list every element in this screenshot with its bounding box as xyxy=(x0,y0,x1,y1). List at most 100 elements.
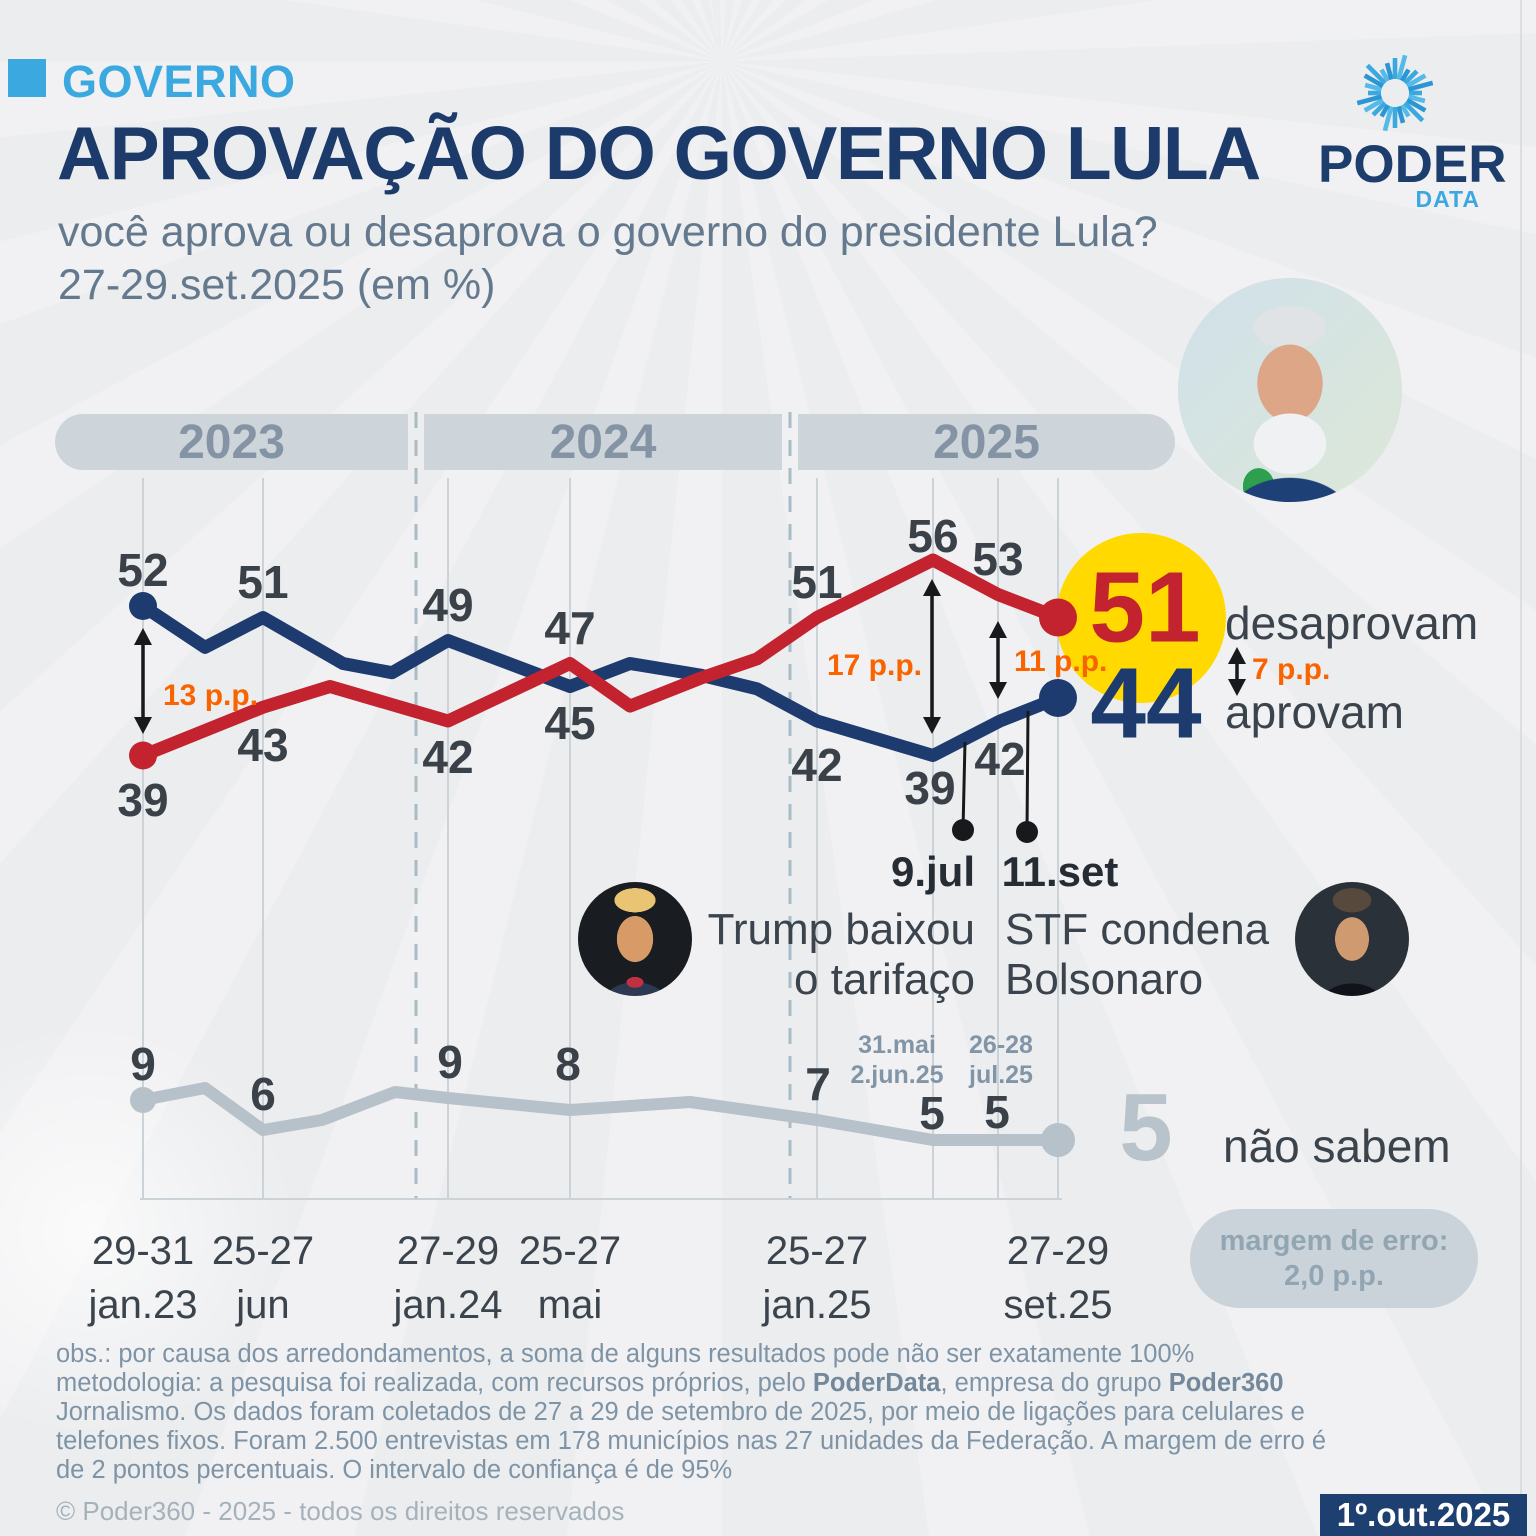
value-label-nao-sabem: 5 xyxy=(919,1087,945,1139)
value-label-aprovam: 51 xyxy=(237,555,289,608)
value-label-nao-sabem: 7 xyxy=(805,1058,831,1110)
event-pointer-line xyxy=(961,741,967,831)
dot-desaprovam xyxy=(1039,598,1077,637)
spiral-ray xyxy=(1382,105,1394,132)
final-value-desaprovam: 51 xyxy=(1089,551,1201,664)
gap-arrow-head-up xyxy=(923,579,941,596)
gap-arrow-head-up xyxy=(1228,647,1246,664)
value-label-nao-sabem: 9 xyxy=(130,1038,156,1090)
subtitle-period: 27-29.set.2025 (em %) xyxy=(58,261,496,309)
kicker: GOVERNO xyxy=(62,56,296,107)
value-label-aprovam: 42 xyxy=(974,733,1026,785)
spiral-ray xyxy=(1400,68,1411,83)
spiral-ray xyxy=(1363,98,1385,113)
trump-photo xyxy=(578,882,692,996)
value-label-desaprovam: 42 xyxy=(422,731,474,783)
spiral-ray xyxy=(1379,103,1390,118)
spiral-ray xyxy=(1400,103,1411,118)
spiral-ray xyxy=(1407,80,1434,92)
value-label-nao-sabem: 9 xyxy=(437,1036,463,1088)
event-pointer-dot xyxy=(952,819,974,841)
footer-line-2: metodologia: a pesquisa foi realizada, c… xyxy=(56,1369,1284,1397)
spiral-ray xyxy=(1365,63,1387,85)
value-label-desaprovam: 51 xyxy=(791,555,843,608)
margin-of-error-box: margem de erro: 2,0 p.p. xyxy=(1190,1209,1478,1308)
dot-desaprovam xyxy=(129,741,157,770)
gap-label: 13 p.p. xyxy=(163,679,259,712)
value-label-desaprovam: 53 xyxy=(972,532,1024,585)
value-label-desaprovam: 56 xyxy=(907,510,959,562)
gap-label: 17 p.p. xyxy=(826,649,922,682)
x-axis-label: 27-29 set.25 xyxy=(1003,1229,1113,1327)
year-band-2024: 2024 xyxy=(424,414,782,470)
spiral-ray xyxy=(1403,101,1425,123)
margin-of-error-line2: 2,0 p.p. xyxy=(1284,1259,1384,1292)
legend-nao-sabem: não sabem xyxy=(1223,1120,1451,1172)
final-value-aprovam: 44 xyxy=(1090,647,1202,760)
gap-label: 7 p.p. xyxy=(1252,653,1331,686)
spiral-ray xyxy=(1396,105,1406,124)
spiral-ray xyxy=(1403,69,1419,85)
line-aprovam xyxy=(136,599,1065,762)
spiral-ray xyxy=(1356,94,1383,106)
spiral-ray xyxy=(1396,54,1408,81)
bolsonaro-photo xyxy=(1295,882,1409,996)
survey-date-note: 31.mai 2.jun.25 xyxy=(850,1031,944,1089)
event-date-1: 9.jul xyxy=(890,848,976,895)
footer-line-1: obs.: por causa dos arredondamentos, a s… xyxy=(56,1340,1195,1368)
survey-date-note: 26-28 jul.25 xyxy=(969,1031,1033,1089)
logo-sub-text: DATA xyxy=(1415,186,1480,212)
value-label-desaprovam: 47 xyxy=(544,601,596,654)
spiral-ray xyxy=(1363,73,1385,88)
gap-arrow-head-down xyxy=(923,717,941,734)
publication-date-stamp: 1º.out.2025 xyxy=(1320,1494,1527,1536)
final-value-nao-sabem: 5 xyxy=(1119,1074,1173,1181)
line-nao-sabem xyxy=(137,1082,1064,1146)
event-pointer-line xyxy=(1025,710,1030,833)
kicker-accent-square xyxy=(8,59,46,97)
event-date-2: 11.set xyxy=(1001,848,1119,895)
subtitle-question: você aprova ou desaprova o governo do pr… xyxy=(58,208,1158,256)
year-band-2023: 2023 xyxy=(55,414,408,470)
x-axis-label: 25-27 jan.25 xyxy=(762,1229,872,1327)
legend-aprovam: aprovam xyxy=(1225,686,1404,738)
spiral-ray xyxy=(1364,82,1383,92)
gap-label: 11 p.p. xyxy=(1014,645,1108,678)
dot-aprovam xyxy=(129,592,157,620)
lula-photo xyxy=(1178,278,1402,502)
value-label-desaprovam: 39 xyxy=(117,773,169,826)
value-label-nao-sabem: 5 xyxy=(984,1086,1010,1138)
x-axis-label: 27-29 jan.24 xyxy=(393,1229,503,1327)
event-text-1: Trump baixou o tarifaço xyxy=(707,905,975,1004)
value-label-aprovam: 42 xyxy=(791,739,843,791)
dot-nao-sabem xyxy=(1041,1123,1075,1157)
x-axis-label: 29-31 jan.23 xyxy=(88,1229,198,1327)
footer-line-3: Jornalismo. Os dados foram coletados de … xyxy=(56,1398,1305,1426)
value-label-aprovam: 52 xyxy=(117,544,169,596)
gap-arrow-head-down xyxy=(1228,679,1246,696)
copyright: © Poder360 - 2025 - todos os direitos re… xyxy=(56,1496,625,1526)
spiral-ray xyxy=(1405,73,1427,88)
gap-arrow-head-up xyxy=(989,621,1007,638)
value-label-nao-sabem: 8 xyxy=(555,1038,581,1090)
line-desaprovam xyxy=(136,553,1065,762)
footer-line-5: de 2 pontos percentuais. O intervalo de … xyxy=(56,1456,733,1484)
value-label-aprovam: 39 xyxy=(904,761,956,814)
poderdata-spiral-icon xyxy=(1356,54,1434,132)
final-values-highlight-circle xyxy=(1056,533,1226,703)
spiral-ray xyxy=(1407,94,1426,104)
value-label-desaprovam: 43 xyxy=(237,719,289,772)
value-label-aprovam: 49 xyxy=(422,578,474,631)
spiral-ray xyxy=(1405,98,1427,113)
x-axis-label: 25-27 mai xyxy=(518,1229,622,1327)
margin-of-error-line1: margem de erro: xyxy=(1219,1224,1449,1257)
page-title: APROVAÇÃO DO GOVERNO LULA xyxy=(57,111,1261,195)
gap-arrow-head-up xyxy=(134,628,152,645)
event-text-2: STF condena Bolsonaro xyxy=(1005,905,1270,1004)
footer-line-4: telefones fixos. Foram 2.500 entrevistas… xyxy=(56,1427,1327,1455)
dot-nao-sabem xyxy=(130,1087,156,1113)
legend-desaprovam: desaprovam xyxy=(1225,597,1479,649)
value-label-aprovam: 45 xyxy=(544,696,596,749)
